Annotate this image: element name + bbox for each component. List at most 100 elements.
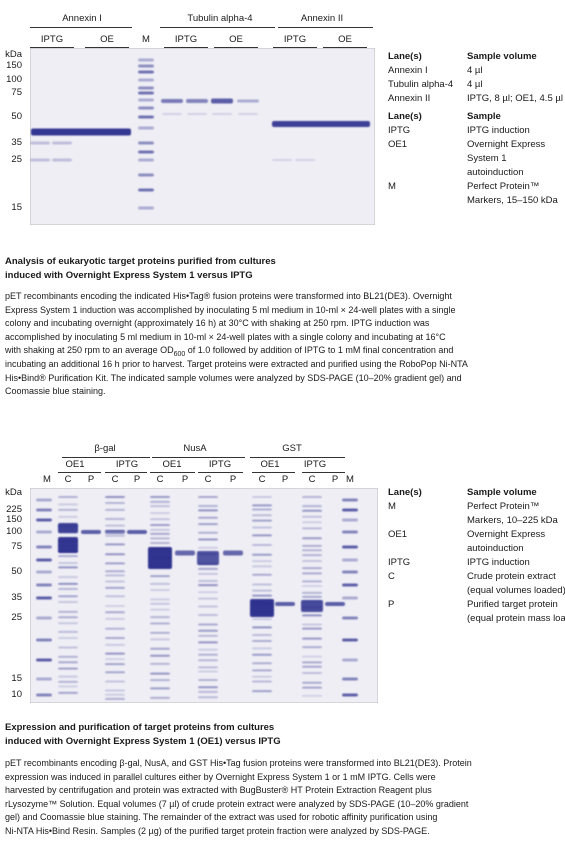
gel-band	[138, 115, 154, 119]
gel-band	[105, 605, 125, 608]
gel-band	[198, 572, 218, 575]
legend-header: Sample	[467, 111, 501, 122]
gel-band	[272, 121, 370, 127]
caption-title: Analysis of eukaryotic target proteins p…	[5, 256, 276, 267]
gel-band	[105, 530, 125, 534]
gel-band	[252, 565, 272, 568]
bracket-line	[250, 457, 345, 458]
gel-band	[58, 523, 78, 533]
gel-band	[58, 587, 78, 590]
gel-band	[252, 653, 272, 656]
gel-band	[342, 638, 358, 642]
gel-band	[105, 543, 125, 546]
gel-band	[58, 582, 78, 585]
gel-band	[162, 113, 182, 115]
gel-band	[252, 508, 272, 511]
gel-band	[36, 545, 52, 549]
gel-image	[30, 488, 378, 703]
gel-band	[138, 106, 154, 110]
caption-text: of 1.0 followed by addition of IPTG to 1…	[185, 345, 454, 356]
lane-label: C	[308, 474, 316, 485]
gel-band	[302, 554, 322, 557]
gel-band	[138, 91, 154, 95]
marker-label: 25	[11, 612, 22, 623]
gel-band	[58, 555, 78, 558]
gel-band	[342, 518, 358, 522]
gel-band	[150, 616, 170, 619]
gel-band	[252, 534, 272, 537]
gel-band	[150, 672, 170, 675]
gel-band	[36, 616, 52, 620]
gel-band	[150, 496, 170, 498]
condition-label: OE1	[162, 459, 182, 470]
gel-band	[302, 521, 322, 524]
gel-band	[105, 501, 125, 504]
gel-band	[198, 516, 218, 519]
gel-band	[36, 677, 52, 681]
gel-band	[302, 637, 322, 640]
gel-band	[252, 618, 272, 621]
legend-lane: IPTG	[388, 125, 411, 136]
gel-band	[197, 551, 219, 565]
gel-band	[150, 505, 170, 508]
gel-band	[302, 537, 322, 540]
gel-band	[302, 655, 322, 658]
gel-band	[302, 623, 322, 626]
gel-band	[150, 582, 170, 585]
caption-title: induced with Overnight Express System 1 …	[5, 736, 281, 747]
caption-line: His•Bind® Purification Kit. The indicate…	[5, 372, 462, 383]
gel-band	[302, 567, 322, 570]
gel-band	[198, 634, 218, 637]
legend-sample: Overnight Express	[467, 529, 546, 540]
gel-band	[150, 608, 170, 611]
gel-band	[81, 530, 101, 534]
gel-band	[150, 662, 170, 665]
gel-band	[302, 509, 322, 512]
gel-band	[302, 686, 322, 689]
gel-band	[342, 570, 358, 574]
gel-band	[198, 648, 218, 651]
gel-band	[138, 188, 154, 192]
lane-label: P	[229, 474, 237, 485]
gel-band	[36, 583, 52, 587]
lane-label: C	[64, 474, 72, 485]
gel-band	[105, 658, 125, 661]
gel-band	[58, 680, 78, 683]
gel-band	[138, 150, 154, 154]
gel-band	[150, 524, 170, 527]
legend-lane: Annexin II	[388, 93, 431, 104]
lane-label: OE	[338, 34, 352, 45]
legend-header: Lane(s)	[388, 51, 422, 62]
condition-label: OE1	[260, 459, 280, 470]
gel-band	[250, 599, 274, 617]
lane-label: OE	[229, 34, 243, 45]
gel-band	[302, 496, 322, 498]
gel-band	[302, 661, 322, 664]
gel-band	[105, 562, 125, 565]
gel-band	[302, 694, 322, 697]
gel-band	[198, 523, 218, 526]
gel-band	[198, 567, 218, 570]
gel-band	[302, 614, 322, 617]
gel-band	[342, 616, 358, 620]
gel-band	[302, 595, 322, 598]
gel-band	[252, 526, 272, 529]
caption-line: accomplished by inoculating 5 ml medium …	[5, 331, 446, 342]
marker-label: 75	[11, 541, 22, 552]
gel-band	[58, 646, 78, 649]
gel-band	[342, 658, 358, 662]
gel-band	[105, 652, 125, 655]
gel-band	[105, 595, 125, 598]
legend-lane: OE1	[388, 139, 408, 150]
gel-band	[105, 580, 125, 583]
gel-band	[252, 669, 272, 672]
gel-band	[127, 530, 147, 534]
gel-band	[302, 572, 322, 575]
lane-label: IPTG	[174, 34, 198, 45]
gel-band	[198, 659, 218, 662]
gel-band	[342, 530, 358, 534]
lane-label: C	[156, 474, 164, 485]
gel-band	[198, 641, 218, 644]
gel-band	[58, 675, 78, 678]
gel-band	[161, 99, 183, 103]
